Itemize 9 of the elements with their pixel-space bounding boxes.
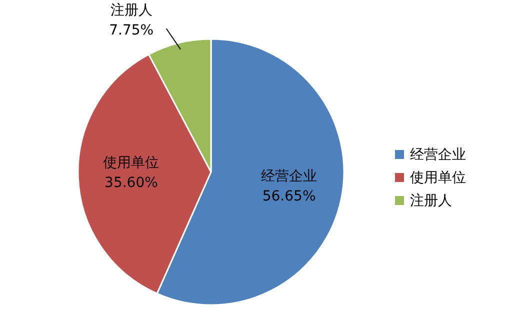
data-label: 35.60%: [104, 174, 158, 191]
slice-label: 经营企业: [261, 168, 318, 185]
slice-label: 使用单位: [103, 154, 160, 171]
data-label: 7.75%: [109, 22, 154, 39]
legend-label: 经营企业: [410, 147, 466, 163]
legend-label: 使用单位: [410, 170, 466, 186]
legend-label: 注册人: [410, 193, 452, 209]
slice-label: 注册人: [110, 2, 152, 19]
data-label: 56.65%: [262, 188, 316, 205]
